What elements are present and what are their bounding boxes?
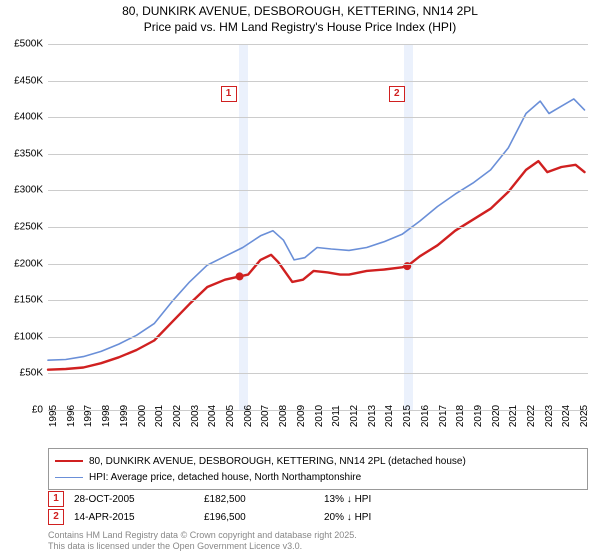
y-tick-label: £100K: [0, 331, 43, 342]
gridline: [48, 373, 588, 374]
plot-area: £0£50K£100K£150K£200K£250K£300K£350K£400…: [48, 44, 588, 411]
x-tick-label: 1997: [83, 405, 94, 427]
x-tick-label: 2016: [420, 405, 431, 427]
annotation-box: 2: [389, 86, 405, 102]
x-tick-label: 2009: [296, 405, 307, 427]
y-tick-label: £400K: [0, 112, 43, 123]
gridline: [48, 117, 588, 118]
gridline: [48, 81, 588, 82]
y-tick-label: £500K: [0, 39, 43, 50]
legend-swatch: [55, 460, 83, 462]
sale-marker-badge: 1: [48, 491, 64, 507]
sale-price: £182,500: [204, 494, 314, 505]
x-tick-label: 2015: [402, 405, 413, 427]
x-tick-label: 2008: [278, 405, 289, 427]
x-tick-label: 2013: [367, 405, 378, 427]
y-tick-label: £0: [0, 405, 43, 416]
legend-item: 80, DUNKIRK AVENUE, DESBOROUGH, KETTERIN…: [55, 453, 581, 469]
sale-delta: 13% ↓ HPI: [324, 494, 434, 505]
chart-container: 80, DUNKIRK AVENUE, DESBOROUGH, KETTERIN…: [0, 0, 600, 560]
sale-date: 28-OCT-2005: [74, 494, 194, 505]
gridline: [48, 154, 588, 155]
x-tick-label: 2010: [314, 405, 325, 427]
x-tick-label: 2022: [526, 405, 537, 427]
y-tick-label: £150K: [0, 295, 43, 306]
x-tick-label: 2011: [331, 405, 342, 427]
y-tick-label: £300K: [0, 185, 43, 196]
x-tick-label: 2018: [455, 405, 466, 427]
legend: 80, DUNKIRK AVENUE, DESBOROUGH, KETTERIN…: [48, 448, 588, 490]
gridline: [48, 264, 588, 265]
annotation-box: 1: [221, 86, 237, 102]
y-tick-label: £350K: [0, 148, 43, 159]
x-tick-label: 2023: [544, 405, 555, 427]
sale-date: 14-APR-2015: [74, 512, 194, 523]
x-tick-label: 2005: [225, 405, 236, 427]
x-tick-label: 2000: [137, 405, 148, 427]
x-tick-label: 2021: [508, 405, 519, 427]
sale-delta: 20% ↓ HPI: [324, 512, 434, 523]
gridline: [48, 190, 588, 191]
legend-label: HPI: Average price, detached house, Nort…: [89, 472, 361, 483]
x-tick-label: 2017: [438, 405, 449, 427]
gridline: [48, 300, 588, 301]
x-tick-label: 2004: [207, 405, 218, 427]
gridline: [48, 227, 588, 228]
y-tick-label: £450K: [0, 75, 43, 86]
table-row: 2 14-APR-2015 £196,500 20% ↓ HPI: [48, 508, 588, 526]
x-tick-label: 2025: [579, 405, 590, 427]
attribution-line: Contains HM Land Registry data © Crown c…: [48, 530, 588, 541]
legend-swatch: [55, 477, 83, 478]
title-line-2: Price paid vs. HM Land Registry's House …: [0, 20, 600, 36]
attribution-line: This data is licensed under the Open Gov…: [48, 541, 588, 552]
x-tick-label: 1996: [66, 405, 77, 427]
y-tick-label: £250K: [0, 222, 43, 233]
table-row: 1 28-OCT-2005 £182,500 13% ↓ HPI: [48, 490, 588, 508]
x-tick-label: 1995: [48, 405, 59, 427]
x-tick-label: 1998: [101, 405, 112, 427]
sale-marker-dot: [236, 272, 244, 280]
x-tick-label: 2012: [349, 405, 360, 427]
series-line-hpi: [48, 99, 585, 360]
title-line-1: 80, DUNKIRK AVENUE, DESBOROUGH, KETTERIN…: [0, 4, 600, 20]
sale-marker-badge: 2: [48, 509, 64, 525]
gridline: [48, 44, 588, 45]
gridline: [48, 337, 588, 338]
x-tick-label: 2007: [260, 405, 271, 427]
x-tick-label: 1999: [119, 405, 130, 427]
x-tick-label: 2006: [243, 405, 254, 427]
x-tick-label: 2014: [384, 405, 395, 427]
y-tick-label: £200K: [0, 258, 43, 269]
x-tick-label: 2002: [172, 405, 183, 427]
attribution: Contains HM Land Registry data © Crown c…: [48, 530, 588, 552]
x-tick-label: 2003: [190, 405, 201, 427]
chart-title: 80, DUNKIRK AVENUE, DESBOROUGH, KETTERIN…: [0, 0, 600, 35]
y-tick-label: £50K: [0, 368, 43, 379]
x-tick-label: 2024: [561, 405, 572, 427]
x-tick-label: 2001: [154, 405, 165, 427]
legend-label: 80, DUNKIRK AVENUE, DESBOROUGH, KETTERIN…: [89, 456, 466, 467]
sales-table: 1 28-OCT-2005 £182,500 13% ↓ HPI 2 14-AP…: [48, 490, 588, 526]
legend-item: HPI: Average price, detached house, Nort…: [55, 469, 581, 485]
x-tick-label: 2020: [491, 405, 502, 427]
sale-price: £196,500: [204, 512, 314, 523]
x-tick-label: 2019: [473, 405, 484, 427]
